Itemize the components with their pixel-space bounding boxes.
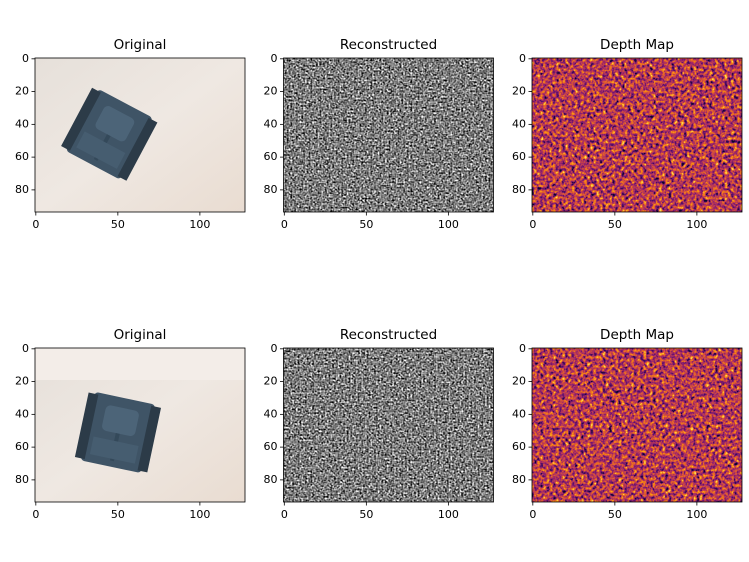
subplot-title: Depth Map	[600, 37, 674, 53]
x-tick-label: 50	[608, 508, 622, 521]
image	[283, 348, 494, 502]
y-tick-label: 20	[512, 85, 526, 98]
y-tick-label: 80	[512, 183, 526, 196]
x-tick-label: 100	[686, 218, 707, 231]
y-tick-label: 80	[15, 183, 29, 196]
y-tick-label: 0	[519, 342, 526, 355]
image-pixels	[283, 58, 494, 212]
x-tick-label: 0	[281, 218, 288, 231]
x-tick-label: 50	[111, 508, 125, 521]
tank-track	[61, 87, 101, 151]
tank	[74, 392, 162, 473]
subplot: Reconstructed 0 50 100 0 20 40 60 80	[264, 327, 494, 521]
y-tick-label: 0	[22, 52, 29, 65]
subplot: Depth Map 0 50 100 0 20 40 60 80	[512, 37, 743, 231]
axes-frame	[531, 347, 743, 503]
x-tick-label: 100	[189, 508, 210, 521]
x-tick-label: 100	[438, 508, 459, 521]
x-tick-label: 50	[359, 218, 373, 231]
y-tick-label: 40	[512, 407, 526, 420]
y-tick-label: 0	[271, 52, 278, 65]
y-tick-label: 60	[512, 150, 526, 163]
y-tick-label: 20	[15, 375, 29, 388]
tank-track	[117, 117, 158, 181]
x-tick-label: 50	[111, 218, 125, 231]
x-tick-label: 100	[438, 218, 459, 231]
tank-turret	[95, 105, 135, 142]
tank-turret	[102, 405, 139, 437]
image-pixels	[283, 348, 494, 502]
axes-frame	[531, 57, 743, 213]
y-tick-label: 80	[264, 183, 278, 196]
tank	[61, 87, 158, 181]
subplot-title: Reconstructed	[340, 37, 437, 53]
subplot: Original 0 50 100 0 20 40 60 80	[15, 37, 246, 231]
image	[35, 58, 245, 212]
y-tick-label: 60	[15, 440, 29, 453]
subplot: Depth Map 0 50 100 0 20 40 60 80	[512, 327, 743, 521]
x-tick-label: 0	[529, 218, 536, 231]
y-tick-label: 40	[15, 407, 29, 420]
y-tick-label: 20	[264, 85, 278, 98]
y-tick-label: 80	[15, 473, 29, 486]
x-tick-label: 0	[32, 218, 39, 231]
y-tick-label: 0	[271, 342, 278, 355]
y-tick-label: 0	[519, 52, 526, 65]
y-tick-label: 60	[512, 440, 526, 453]
x-tick-label: 0	[32, 508, 39, 521]
y-tick-label: 40	[264, 407, 278, 420]
tank-detail	[89, 436, 139, 464]
y-tick-label: 60	[264, 150, 278, 163]
axes-frame	[283, 347, 494, 503]
y-tick-label: 20	[15, 85, 29, 98]
x-tick-label: 0	[529, 508, 536, 521]
image-pixels	[532, 348, 742, 502]
axes-frame	[283, 57, 494, 213]
axes-frame	[34, 347, 246, 503]
image	[532, 348, 742, 502]
x-tick-label: 50	[359, 508, 373, 521]
subplot-title: Original	[114, 327, 167, 343]
x-tick-label: 100	[189, 218, 210, 231]
image	[283, 58, 494, 212]
y-tick-label: 60	[15, 150, 29, 163]
image-pixels	[532, 58, 742, 212]
x-tick-label: 100	[686, 508, 707, 521]
subplot: Original 0 50 100 0 20 40 60 80	[15, 327, 246, 521]
subplot-title: Original	[114, 37, 167, 53]
y-tick-label: 40	[264, 117, 278, 130]
subplot-title: Reconstructed	[340, 327, 437, 343]
axes-frame	[34, 57, 246, 213]
x-tick-label: 50	[608, 218, 622, 231]
image	[532, 58, 742, 212]
y-tick-label: 80	[512, 473, 526, 486]
y-tick-label: 0	[22, 342, 29, 355]
y-tick-label: 40	[15, 117, 29, 130]
tank-track	[137, 405, 162, 473]
y-tick-label: 40	[512, 117, 526, 130]
tank-track	[74, 392, 99, 460]
x-tick-label: 0	[281, 508, 288, 521]
subplot: Reconstructed 0 50 100 0 20 40 60 80	[264, 37, 494, 231]
y-tick-label: 20	[264, 375, 278, 388]
y-tick-label: 60	[264, 440, 278, 453]
wall-edge	[35, 348, 245, 380]
image	[35, 348, 245, 502]
y-tick-label: 20	[512, 375, 526, 388]
tank-detail	[76, 131, 126, 169]
y-tick-label: 80	[264, 473, 278, 486]
subplot-title: Depth Map	[600, 327, 674, 343]
